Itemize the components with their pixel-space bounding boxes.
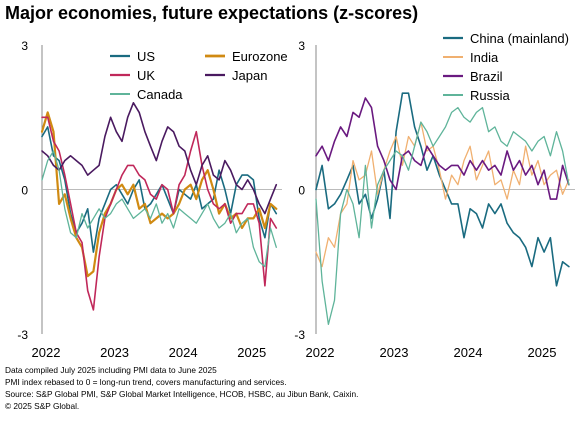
y-tick-label: 0	[298, 184, 305, 198]
y-tick-label: 3	[298, 39, 305, 53]
y-tick-label: 3	[21, 39, 28, 53]
legend-label-brazil: Brazil	[470, 69, 503, 84]
series-line-japan	[41, 102, 278, 215]
x-tick-label: 2022	[32, 345, 61, 360]
x-tick-label: 2023	[100, 345, 129, 360]
y-tick-label: 0	[21, 184, 28, 198]
legend-label-russia: Russia	[470, 88, 511, 103]
legend-label-uk: UK	[137, 68, 155, 83]
x-tick-label: 2022	[306, 345, 335, 360]
y-tick-label: -3	[294, 328, 305, 342]
series-line-india	[315, 121, 570, 268]
series-line-brazil	[315, 97, 570, 200]
y-tick-label: -3	[17, 328, 28, 342]
legend-label-us: US	[137, 49, 155, 64]
footnote-source: Source: S&P Global PMI, S&P Global Marke…	[5, 389, 359, 399]
x-tick-label: 2024	[454, 345, 483, 360]
left-chart: 3 0 -3 2022 2023 2024 2025 US UK Canada Eurozone Ja…	[17, 39, 287, 360]
legend-label-china-mainland: China (mainland)	[470, 31, 569, 46]
series-line-eurozone	[40, 111, 278, 278]
legend-label-eurozone: Eurozone	[232, 49, 288, 64]
series-line-us	[41, 126, 278, 253]
series-line-uk	[41, 116, 278, 311]
legend-label-canada: Canada	[137, 87, 183, 102]
x-tick-label: 2025	[528, 345, 557, 360]
series-line-canada	[41, 150, 277, 268]
legend-label-india: India	[470, 50, 499, 65]
footnote-rebase: PMI index rebased to 0 = long-run trend,…	[5, 377, 287, 387]
series-line-russia	[315, 106, 570, 326]
legend-label-japan: Japan	[232, 68, 267, 83]
chart-title: Major economies, future expectations (z-…	[5, 3, 419, 23]
footnote-copyright: © 2025 S&P Global.	[5, 401, 80, 411]
x-tick-label: 2023	[380, 345, 409, 360]
x-tick-label: 2025	[237, 345, 266, 360]
footnote-data-compiled: Data compiled July 2025 including PMI da…	[5, 365, 217, 375]
x-tick-label: 2024	[169, 345, 198, 360]
